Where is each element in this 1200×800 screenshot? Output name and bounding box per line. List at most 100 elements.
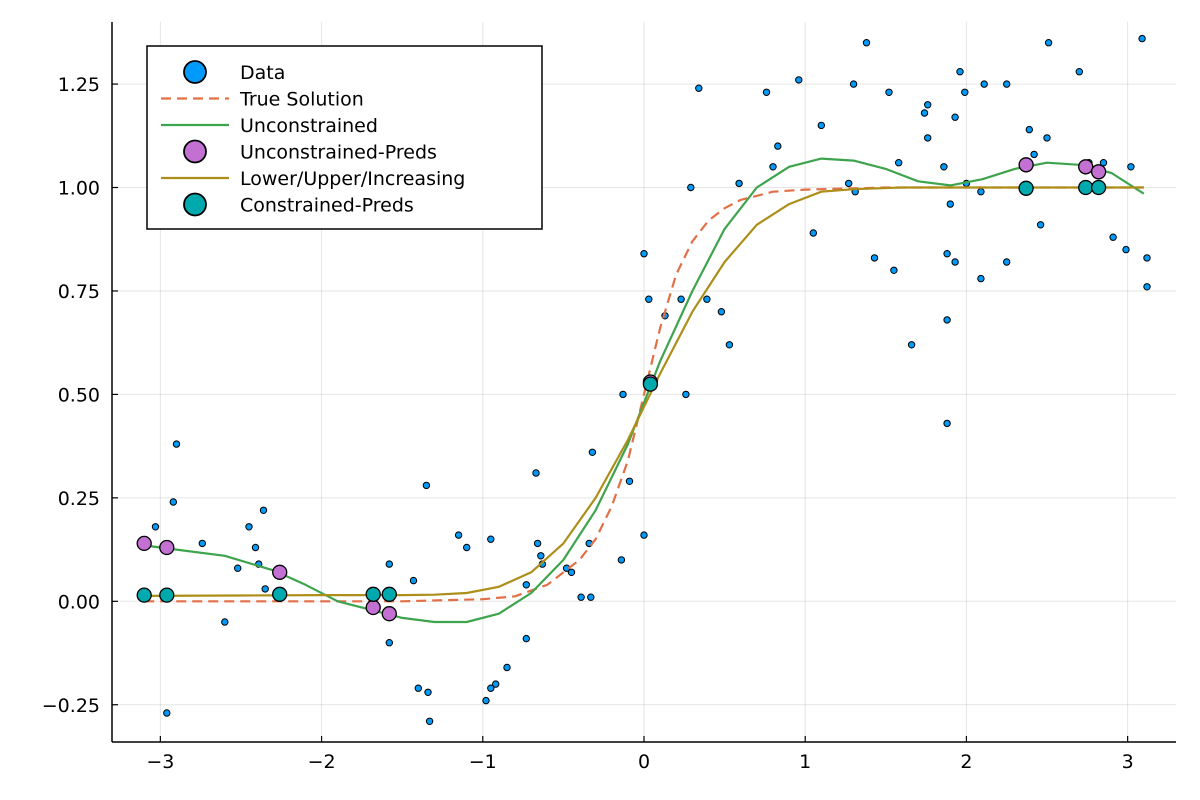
y-tick-label: −0.25 [42, 695, 100, 717]
point-constrained-preds [1090, 179, 1107, 196]
point-data [522, 581, 530, 589]
series-constrained-preds [136, 179, 1107, 603]
point-data [251, 543, 260, 552]
point-data [234, 564, 242, 572]
point-data [946, 200, 954, 208]
point-data [817, 121, 825, 130]
point-data [795, 76, 803, 84]
point-data [980, 80, 988, 88]
point-unconstrained-preds [272, 564, 288, 580]
point-constrained-preds [1018, 180, 1034, 196]
point-data [259, 506, 268, 514]
series-lower-upper-increasing [144, 186, 1144, 597]
x-tick-label: 3 [1122, 751, 1134, 773]
point-data [1030, 150, 1038, 159]
point-data [172, 440, 181, 448]
legend: Data True Solution Unconstrained Unconstrai… [146, 45, 543, 230]
point-constrained-preds [136, 587, 152, 603]
point-data [1138, 34, 1146, 43]
point-data [619, 390, 627, 399]
point-unconstrained-preds [1090, 164, 1107, 180]
point-data [151, 523, 160, 531]
point-data [870, 254, 879, 262]
point-constrained-preds [1078, 179, 1094, 196]
point-data [487, 535, 495, 543]
point-data [640, 531, 648, 539]
point-data [924, 134, 932, 142]
y-tick-label: 0.25 [58, 488, 100, 510]
point-data [809, 229, 817, 237]
point-data [774, 142, 782, 150]
point-data [849, 80, 858, 88]
point-data [943, 419, 951, 428]
series-line-true-solution [144, 186, 1144, 603]
point-data [1025, 125, 1034, 134]
legend-swatch-unconstrained-preds [183, 139, 207, 164]
point-data [762, 88, 771, 97]
legend-label-unconstrained-preds: Unconstrained-Preds [240, 142, 437, 164]
point-data [1143, 283, 1151, 291]
point-data [977, 188, 985, 196]
point-data [1044, 39, 1053, 47]
point-data [1075, 68, 1084, 76]
legend-label-lower-upper-increasing: Lower/Upper/Increasing [240, 168, 465, 190]
point-data [862, 39, 871, 47]
legend-label-true-solution: True Solution [239, 89, 364, 111]
point-data [1003, 80, 1011, 88]
point-data [522, 634, 530, 643]
y-tick-label: 0.50 [58, 384, 100, 406]
point-data [961, 88, 969, 97]
point-data [482, 696, 490, 705]
point-data [424, 688, 432, 696]
point-data [587, 593, 595, 601]
ticks: −3 −2 −1 0 1 2 3 −0.25 0.00 0.25 0.50 0.75 1.00 1.25 [42, 74, 1134, 773]
point-data [454, 531, 463, 539]
point-data [163, 709, 171, 717]
x-tick-label: −1 [469, 751, 497, 773]
series-line-lower-upper-increasing [144, 186, 1144, 597]
point-data [567, 568, 576, 576]
point-unconstrained-preds [1018, 157, 1034, 173]
point-data [385, 639, 393, 647]
legend-swatch-constrained-preds [183, 192, 207, 217]
point-data [1143, 254, 1151, 262]
point-constrained-preds [159, 587, 175, 603]
point-unconstrained-preds [1078, 159, 1094, 175]
point-data [261, 585, 269, 593]
point-constrained-preds [381, 586, 397, 602]
point-data [940, 163, 948, 171]
point-data [1043, 134, 1051, 142]
point-data [951, 113, 959, 121]
point-data [588, 448, 597, 456]
point-data [245, 523, 253, 531]
point-data [977, 274, 985, 283]
point-constrained-preds [642, 376, 659, 392]
point-data [885, 88, 893, 97]
y-tick-label: 1.00 [58, 178, 100, 200]
point-data [682, 390, 690, 399]
point-data [169, 498, 178, 506]
point-data [703, 295, 711, 303]
point-data [687, 183, 695, 192]
point-data [956, 68, 964, 76]
point-data [1099, 159, 1108, 167]
x-tick-label: 0 [638, 751, 650, 773]
y-tick-label: 0.00 [58, 591, 100, 613]
point-data [1127, 163, 1135, 171]
y-tick-label: 0.75 [58, 281, 100, 303]
point-data [920, 109, 929, 117]
point-data [1036, 221, 1045, 229]
point-unconstrained-preds [136, 535, 152, 552]
point-data [677, 295, 685, 303]
x-tick-label: −3 [146, 751, 174, 773]
point-data [537, 552, 545, 560]
point-data [617, 556, 626, 564]
point-data [890, 266, 898, 274]
point-data [943, 316, 951, 324]
legend-label-data: Data [240, 62, 285, 84]
point-data [385, 560, 393, 568]
point-data [924, 101, 932, 109]
point-data [907, 341, 916, 349]
point-data [895, 159, 903, 167]
